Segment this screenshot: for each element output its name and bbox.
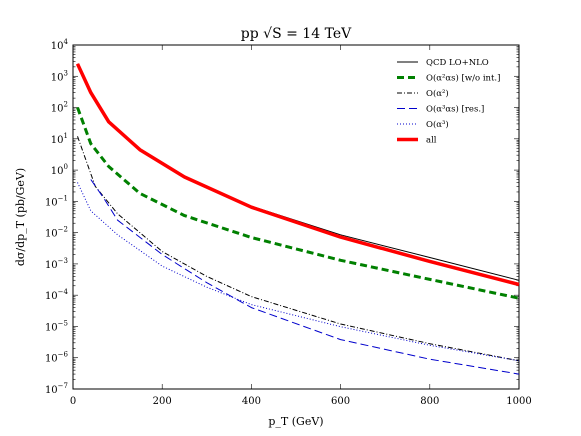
y-tick-label: 103: [51, 69, 68, 83]
legend-label-0: QCD LO+NLO: [426, 58, 489, 68]
legend-label-2: O(α²): [426, 88, 449, 99]
series-layer: [75, 63, 520, 375]
chart-title: pp √S = 14 TeV: [241, 26, 352, 42]
y-tick-label: 104: [51, 38, 69, 52]
y-tick-label: 10−3: [45, 257, 68, 271]
x-tick-label: 0: [70, 396, 76, 407]
legend-label-5: all: [426, 136, 437, 146]
legend: QCD LO+NLO O(α²αs) [w/o int.] O(α²) O(α³αs)…: [397, 58, 500, 146]
series-line-5: [75, 63, 520, 287]
x-axis-label: p_T (GeV): [268, 415, 323, 428]
y-tick-label: 10−4: [45, 288, 69, 302]
series-line-2: [77, 136, 520, 362]
x-tick-label: 800: [420, 396, 439, 407]
series-line-3: [90, 179, 520, 375]
series-line-1: [76, 106, 520, 300]
y-axis-ticks: 10−7 10−6 10−5 10−4 10−3 10−2 10−1 100 101 102 103…: [45, 38, 519, 396]
x-axis-ticks: 0 200 400 600 800 1000: [70, 45, 532, 407]
y-tick-label: 10−6: [45, 351, 69, 365]
x-tick-label: 600: [331, 396, 350, 407]
legend-label-4: O(α³): [426, 119, 449, 130]
y-tick-label: 10−7: [45, 382, 68, 396]
x-tick-label: 200: [153, 396, 172, 407]
legend-label-1: O(α²αs) [w/o int.]: [426, 73, 500, 84]
plot-frame: [72, 44, 520, 390]
y-tick-label: 101: [51, 132, 68, 146]
y-tick-label: 10−5: [45, 319, 68, 333]
x-tick-label: 1000: [506, 396, 531, 407]
x-tick-label: 400: [242, 396, 261, 407]
series-line-4: [77, 182, 520, 362]
y-tick-label: 10−1: [45, 194, 68, 208]
y-tick-label: 10−2: [45, 226, 68, 240]
y-tick-label: 100: [51, 163, 68, 177]
y-tick-label: 102: [51, 101, 68, 115]
legend-label-3: O(α³αs) [res.]: [426, 104, 484, 115]
series-line-0: [77, 63, 520, 281]
y-axis-label: dσ/dp_T (pb/GeV): [14, 168, 27, 266]
